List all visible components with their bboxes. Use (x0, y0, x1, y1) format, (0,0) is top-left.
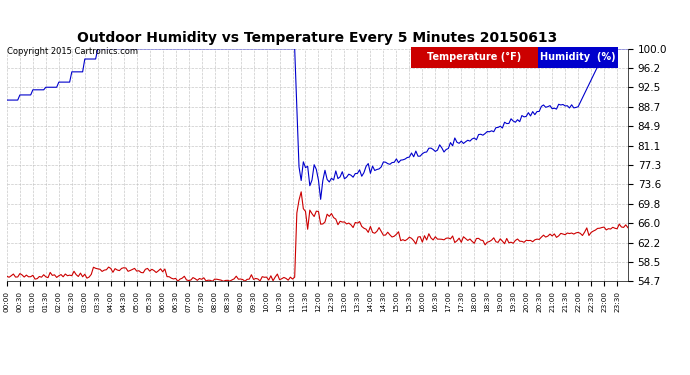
Title: Outdoor Humidity vs Temperature Every 5 Minutes 20150613: Outdoor Humidity vs Temperature Every 5 … (77, 31, 558, 45)
Text: Copyright 2015 Cartronics.com: Copyright 2015 Cartronics.com (7, 47, 138, 56)
Text: Humidity  (%): Humidity (%) (540, 52, 615, 62)
Text: Temperature (°F): Temperature (°F) (427, 52, 522, 62)
